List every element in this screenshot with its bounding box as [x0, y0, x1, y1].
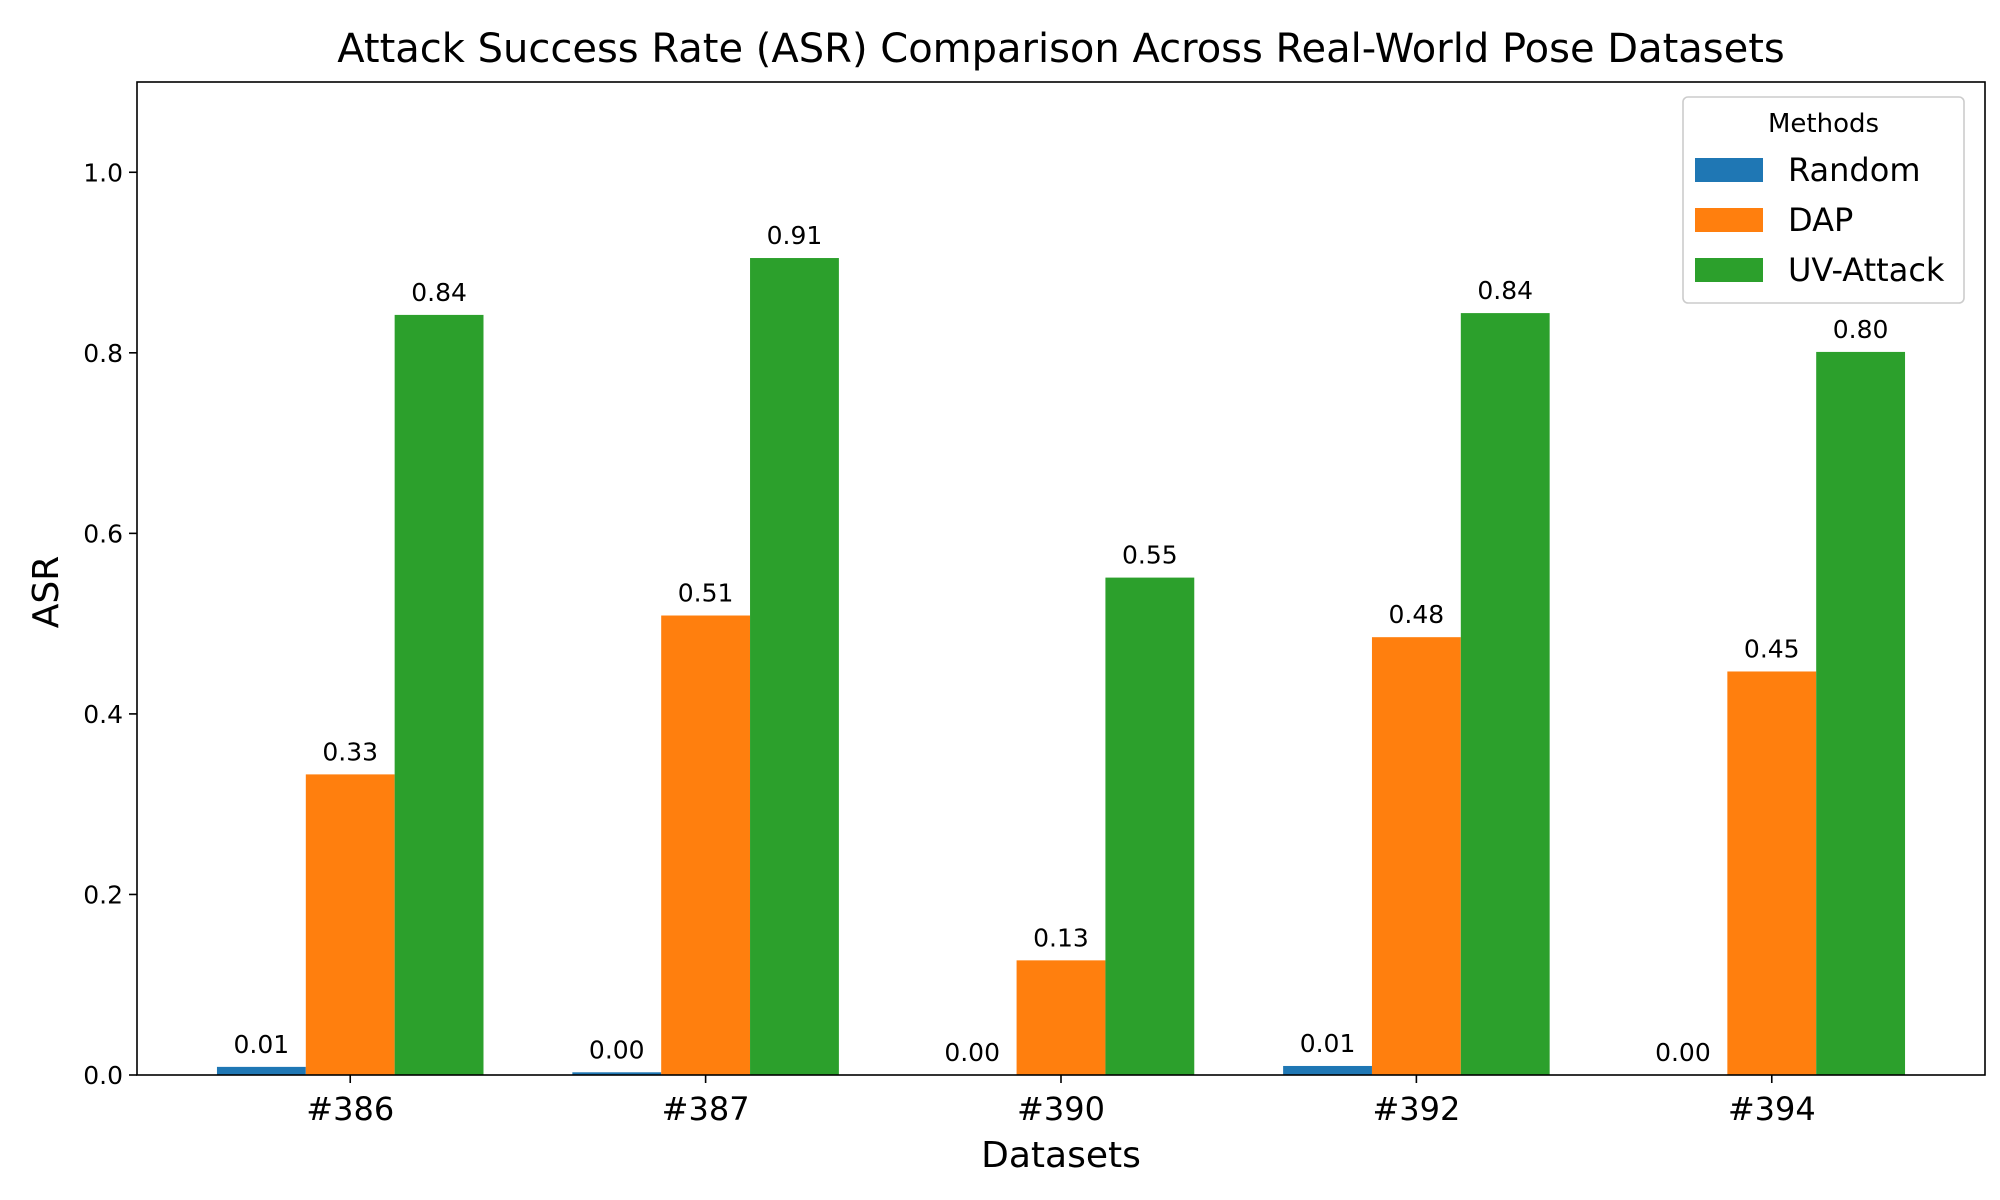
legend-title: Methods — [1768, 109, 1879, 139]
legend-swatch-random — [1695, 158, 1763, 182]
data-label: 0.84 — [411, 278, 467, 307]
bar-dap-394 — [1727, 671, 1817, 1075]
data-label: 0.51 — [678, 579, 734, 608]
y-tick-label: 1.0 — [83, 158, 123, 187]
bar-random-392 — [1283, 1065, 1372, 1075]
y-tick-label: 0.2 — [83, 880, 123, 909]
data-label: 0.13 — [1033, 923, 1089, 952]
bar-random-386 — [216, 1066, 306, 1075]
bar-uv-attack-387 — [750, 258, 839, 1075]
data-label: 0.01 — [234, 1030, 290, 1059]
legend-label: DAP — [1788, 201, 1853, 239]
bar-uv-attack-392 — [1460, 313, 1550, 1076]
data-labels-layer: 0.01 0.33 0.84 0.00 0.51 0.91 0.00 0.13 0.55 0.01… — [234, 221, 1889, 1067]
axes-layer: 0.0 0.2 0.4 0.6 0.8 1.0 #386 #387 #390 #392 #394 — [83, 81, 1986, 1128]
data-label: 0.33 — [322, 737, 378, 766]
bar-dap-390 — [1016, 960, 1106, 1075]
legend-label: Random — [1788, 151, 1920, 189]
data-label: 0.45 — [1744, 634, 1800, 663]
data-label: 0.00 — [944, 1038, 1000, 1067]
y-tick-label: 0.0 — [83, 1061, 123, 1090]
legend: Methods Random DAP UV-Attack — [1682, 96, 1965, 304]
x-tick-label: #390 — [1017, 1090, 1105, 1128]
data-label: 0.91 — [767, 221, 823, 250]
bar-uv-attack-386 — [394, 314, 484, 1075]
x-tick-label: #394 — [1728, 1090, 1816, 1128]
data-label: 0.80 — [1833, 315, 1889, 344]
data-label: 0.01 — [1300, 1029, 1356, 1058]
data-label: 0.00 — [589, 1035, 645, 1064]
data-label: 0.84 — [1477, 276, 1533, 305]
bar-dap-392 — [1371, 637, 1461, 1075]
x-tick-label: #387 — [662, 1090, 750, 1128]
y-tick-label: 0.6 — [83, 519, 123, 548]
bar-dap-386 — [305, 774, 395, 1075]
bar-uv-attack-394 — [1816, 351, 1906, 1075]
bar-dap-387 — [661, 615, 751, 1075]
data-label: 0.48 — [1389, 600, 1445, 629]
y-tick-label: 0.4 — [83, 700, 123, 729]
data-label: 0.00 — [1655, 1038, 1711, 1067]
bar-uv-attack-390 — [1105, 577, 1195, 1075]
legend-box — [1682, 96, 1965, 304]
y-axis-label: ASR — [26, 556, 67, 629]
chart-title: Attack Success Rate (ASR) Comparison Acr… — [337, 26, 1785, 72]
bar-random-387 — [572, 1072, 662, 1075]
legend-swatch-uv-attack — [1695, 258, 1763, 282]
x-tick-label: #392 — [1372, 1090, 1460, 1128]
x-tick-label: #386 — [306, 1090, 394, 1128]
y-tick-label: 0.8 — [83, 339, 123, 368]
x-axis-label: Datasets — [981, 1135, 1141, 1176]
bars-layer — [216, 258, 1906, 1076]
legend-label: UV-Attack — [1788, 251, 1945, 289]
data-label: 0.55 — [1122, 541, 1178, 570]
legend-swatch-dap — [1695, 208, 1763, 232]
